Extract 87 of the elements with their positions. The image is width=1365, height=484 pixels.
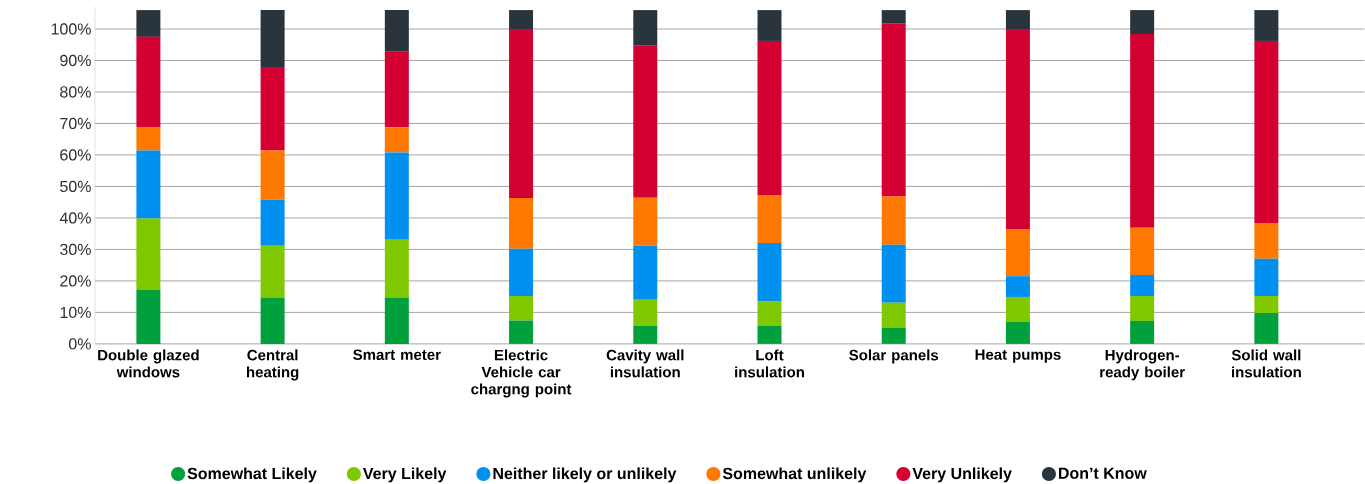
x-tick-label: Smart meter xyxy=(353,349,441,360)
bar xyxy=(1130,9,1155,34)
x-tick-label: Double glazed windows xyxy=(98,349,199,378)
bar xyxy=(1005,28,1030,229)
y-tick-label: 10% xyxy=(60,306,91,318)
bar xyxy=(136,218,161,290)
bar xyxy=(633,45,658,198)
bar xyxy=(384,9,409,52)
x-tick-label: Cavity wall insulation xyxy=(606,349,684,378)
bar xyxy=(509,248,534,296)
x-tick-label: Solid wall insulation xyxy=(1231,349,1301,378)
bar xyxy=(260,297,285,344)
bar xyxy=(384,297,409,344)
bar xyxy=(633,197,658,246)
bar xyxy=(509,320,534,344)
bar xyxy=(509,295,534,321)
bar xyxy=(509,28,534,198)
bar xyxy=(509,9,534,29)
bar xyxy=(1254,312,1279,344)
x-tick-label: Central heating xyxy=(247,349,299,381)
bar xyxy=(509,197,534,249)
bar xyxy=(1005,9,1030,29)
bar xyxy=(757,300,782,326)
y-tick-label: 80% xyxy=(60,86,91,98)
bar xyxy=(260,9,285,67)
bar xyxy=(384,152,409,240)
bar xyxy=(1254,40,1279,223)
bar xyxy=(881,9,906,24)
bar xyxy=(757,9,782,41)
bar xyxy=(757,325,782,344)
x-tick-label: Loft insulation xyxy=(735,349,804,378)
legend-label: Somewhat Likely xyxy=(187,467,317,483)
bar xyxy=(136,150,161,219)
bar xyxy=(881,23,906,197)
bar xyxy=(1005,296,1030,322)
bar xyxy=(1005,228,1030,276)
bar xyxy=(1130,33,1155,228)
bar xyxy=(881,327,906,344)
legend-label: Somewhat unlikely xyxy=(722,467,867,483)
bar xyxy=(260,150,285,200)
y-tick-label: 100% xyxy=(51,23,91,35)
legend-label: Very Likely xyxy=(362,467,447,483)
bar xyxy=(136,9,161,37)
y-tick-label: 20% xyxy=(60,275,91,287)
y-tick-label: 0% xyxy=(68,337,91,350)
legend-label: Don’t Know xyxy=(1058,467,1147,479)
bar xyxy=(136,36,161,127)
bar xyxy=(384,127,409,153)
bar xyxy=(881,302,906,328)
bar xyxy=(260,199,285,246)
bar xyxy=(633,9,658,46)
y-tick-label: 40% xyxy=(59,212,91,224)
bar xyxy=(260,245,285,298)
x-tick-label: Solar panels xyxy=(849,349,939,364)
y-tick-label: 90% xyxy=(60,54,91,66)
legend-label: Very Unlikely xyxy=(912,467,1012,483)
x-tick-label: Heat pumps xyxy=(975,349,1061,363)
bar xyxy=(1254,295,1279,313)
y-tick-label: 50% xyxy=(60,180,91,192)
bar xyxy=(881,196,906,245)
bar xyxy=(136,289,161,344)
bar xyxy=(1130,320,1155,344)
bar xyxy=(1005,275,1030,297)
bar xyxy=(633,299,658,326)
y-tick-label: 30% xyxy=(60,243,91,255)
bar xyxy=(633,245,658,300)
y-tick-label: 70% xyxy=(60,117,91,129)
bar xyxy=(260,66,285,151)
bar xyxy=(1130,274,1155,296)
bar xyxy=(757,242,782,301)
bar xyxy=(1254,222,1279,259)
bar xyxy=(757,40,782,195)
y-tick-label: 60% xyxy=(60,149,91,161)
bar xyxy=(1130,295,1155,321)
x-tick-label: Hydrogen-ready boiler xyxy=(1100,349,1185,381)
bar xyxy=(136,126,161,151)
bar xyxy=(1254,9,1279,41)
bar xyxy=(633,325,658,344)
x-tick-label: Electric Vehicle car chargng point xyxy=(471,349,572,398)
bar xyxy=(1005,321,1030,344)
bar xyxy=(1130,227,1155,275)
bar xyxy=(384,51,409,127)
bar xyxy=(757,194,782,243)
bar xyxy=(1254,258,1279,296)
bar xyxy=(881,244,906,303)
legend-label: Neither likely or unlikely xyxy=(493,467,677,483)
bar xyxy=(384,239,409,298)
